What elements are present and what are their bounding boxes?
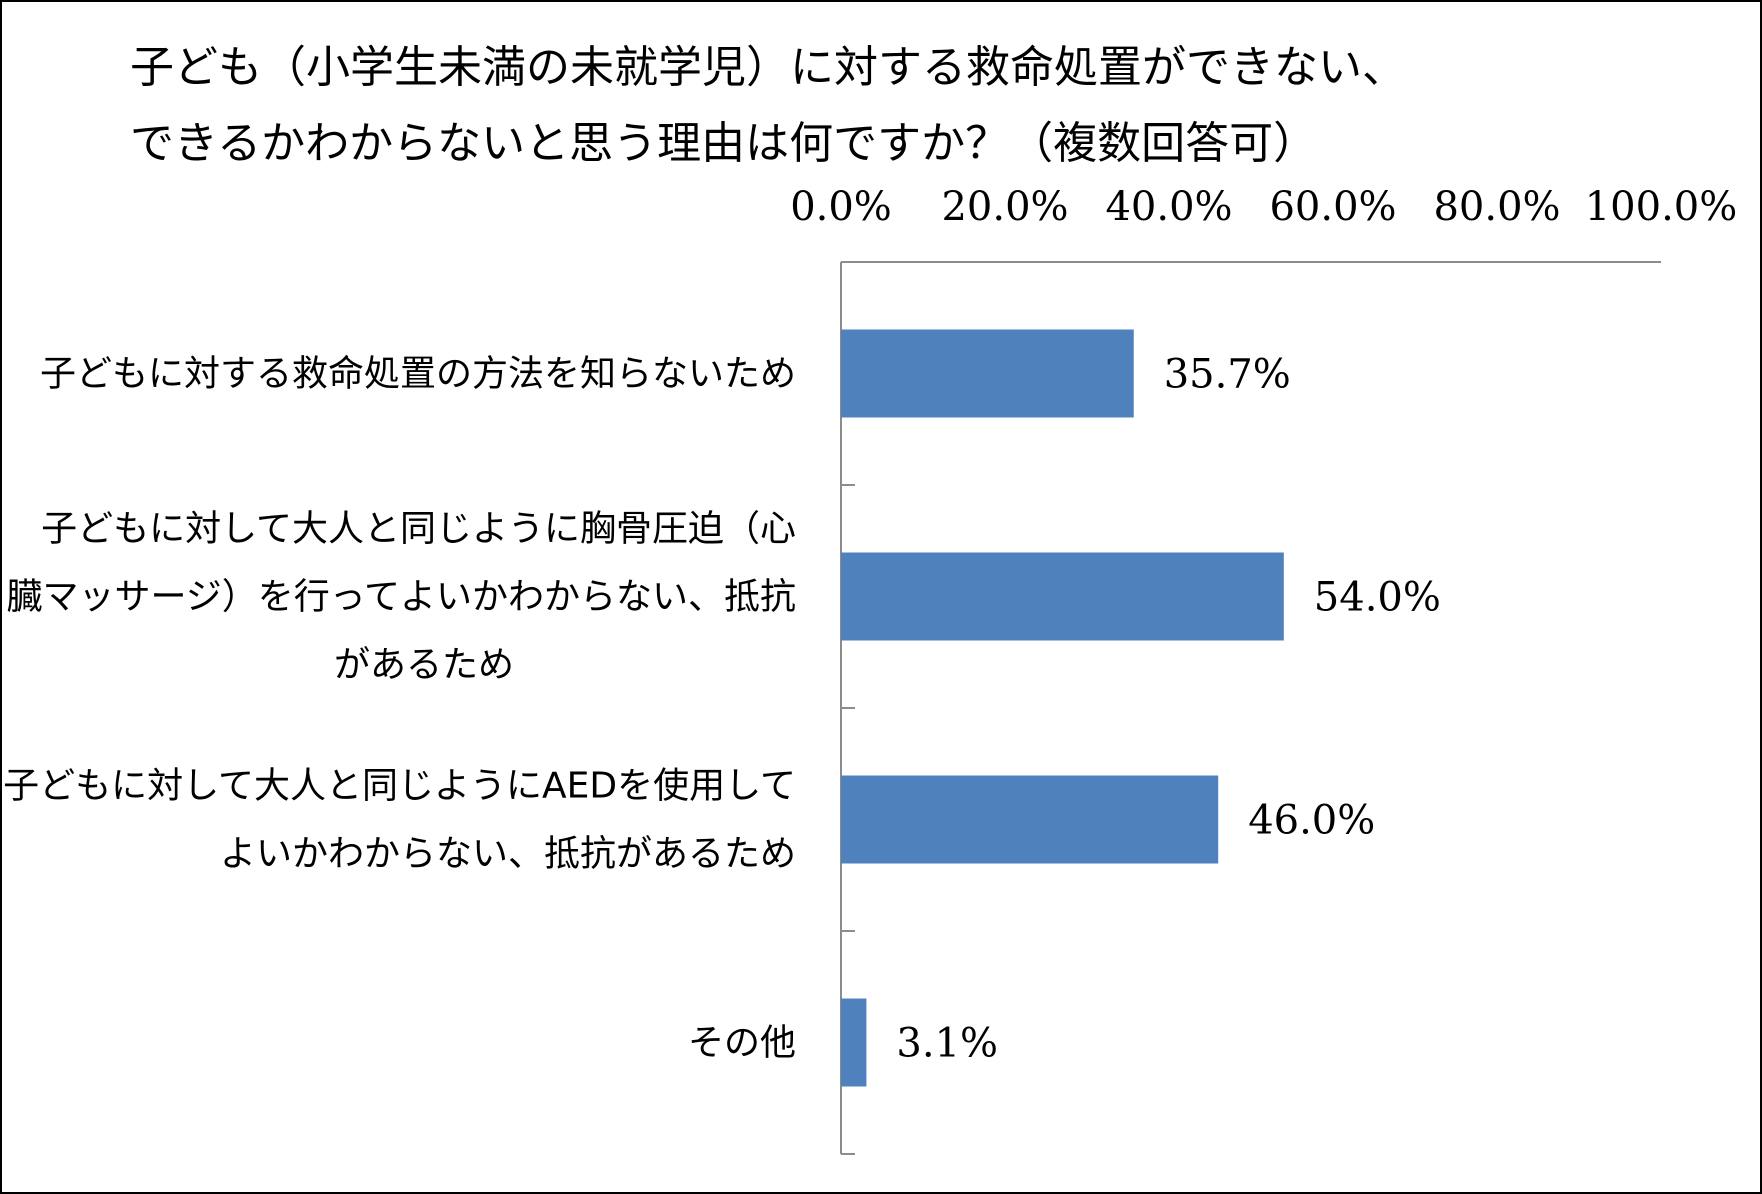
category-label: 子どもに対して大人と同じようにAEDを使用してよいかわからない、抵抗があるため	[3, 766, 796, 875]
x-tick-label: 100.0%	[1585, 184, 1738, 230]
data-label: 3.1%	[896, 1021, 998, 1067]
category-label-line: その他	[688, 1023, 796, 1064]
data-label: 54.0%	[1314, 575, 1441, 621]
category-label: 子どもに対して大人と同じように胸骨圧迫（心臓マッサージ）を行ってよいかわからない…	[7, 509, 796, 686]
chart-title-line-1: 子ども（小学生未満の未就学児）に対する救命処置ができない、	[130, 42, 1406, 93]
category-label-line: 子どもに対して大人と同じようにAEDを使用して	[3, 766, 796, 807]
data-label: 35.7%	[1164, 352, 1291, 398]
bar	[841, 329, 1134, 418]
chart-title: 子ども（小学生未満の未就学児）に対する救命処置ができない、 できるかわからないと…	[130, 30, 1406, 182]
bar	[841, 998, 867, 1087]
category-label: その他	[688, 1023, 796, 1064]
data-label: 46.0%	[1248, 798, 1375, 844]
category-label-line: 子どもに対して大人と同じように胸骨圧迫（心	[41, 509, 796, 550]
x-tick-label: 0.0%	[790, 184, 892, 230]
chart-title-line-2: できるかわからないと思う理由は何ですか？（複数回答可）	[130, 118, 1318, 169]
category-label-line: 子どもに対する救命処置の方法を知らないため	[40, 354, 796, 395]
category-label-line: があるため	[334, 645, 514, 686]
bar	[841, 775, 1219, 864]
category-label-line: 臓マッサージ）を行ってよいかわからない、抵抗	[7, 577, 796, 618]
category-label-line: よいかわからない、抵抗があるため	[220, 834, 796, 875]
x-tick-label: 40.0%	[1105, 184, 1232, 230]
bar	[841, 552, 1284, 641]
x-tick-label: 80.0%	[1433, 184, 1560, 230]
x-tick-label: 20.0%	[941, 184, 1068, 230]
category-label: 子どもに対する救命処置の方法を知らないため	[40, 354, 796, 395]
x-tick-label: 60.0%	[1269, 184, 1396, 230]
